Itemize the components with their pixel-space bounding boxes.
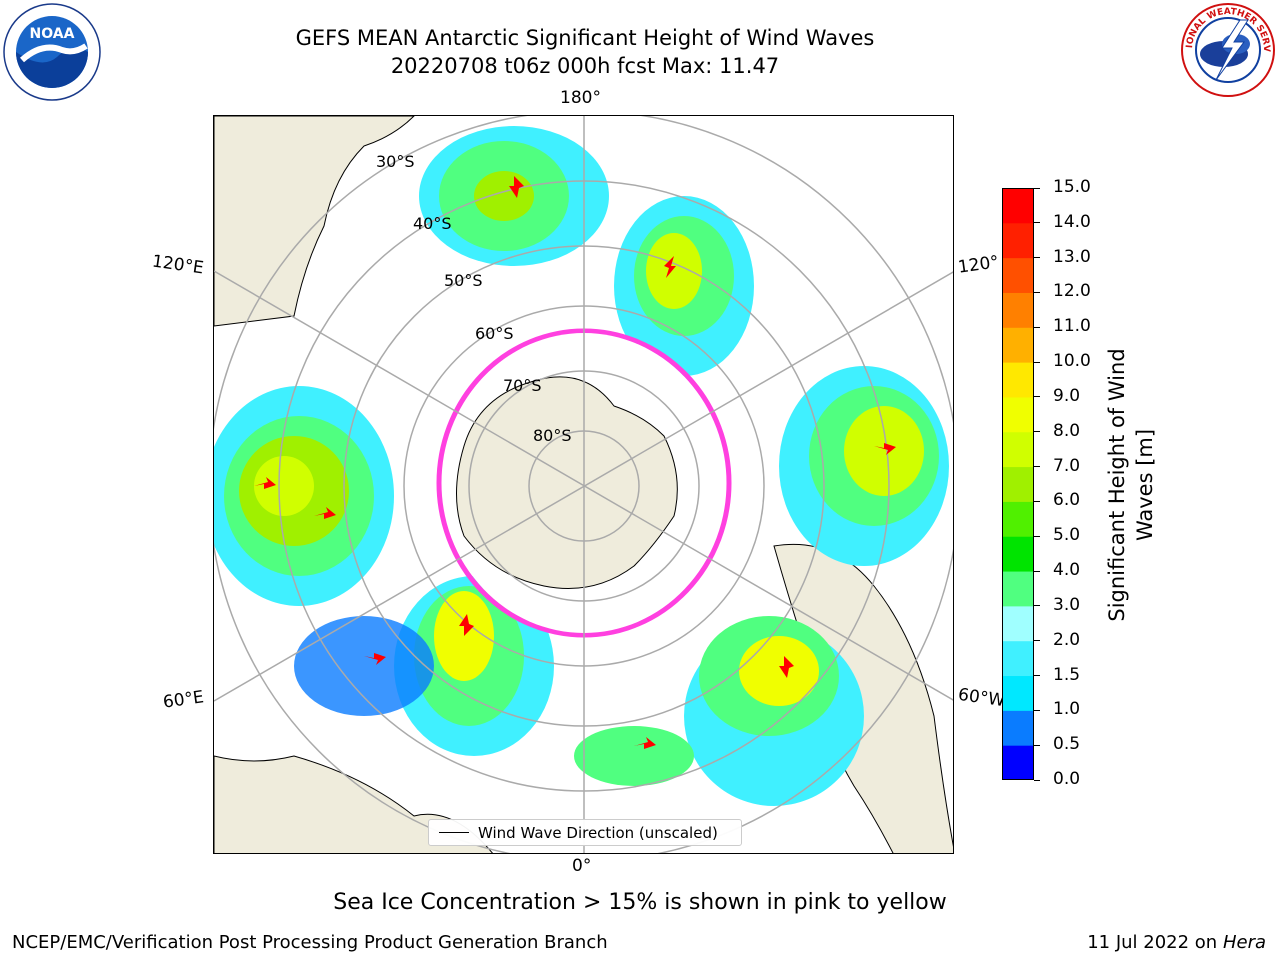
colorbar-border bbox=[1002, 188, 1034, 780]
arrow bbox=[664, 256, 676, 278]
colorbar-tick-label: 9.0 bbox=[1053, 385, 1081, 406]
national-weather-service-logo-icon: NATIONAL WEATHER SERVICE bbox=[1176, 0, 1276, 98]
lon-label-120w: 120° bbox=[956, 252, 1001, 278]
arrow bbox=[779, 656, 794, 678]
lat-label-50s: 50°S bbox=[444, 271, 483, 290]
colorbar-segment bbox=[1002, 396, 1034, 433]
lon-label-0: 0° bbox=[572, 856, 592, 876]
lat-label-70s: 70°S bbox=[503, 376, 542, 395]
colorbar-tick-mark bbox=[1034, 361, 1040, 363]
colorbar-tick-label: 8.0 bbox=[1053, 420, 1081, 441]
colorbar-tick-mark bbox=[1034, 291, 1040, 293]
colorbar-tick-label: 3.0 bbox=[1053, 594, 1081, 615]
colorbar-tick-label: 10.0 bbox=[1053, 351, 1091, 372]
footer-host: Hera bbox=[1222, 932, 1266, 953]
noaa-logo-text: NOAA bbox=[30, 26, 75, 42]
land-antarctica bbox=[456, 376, 678, 589]
colorbar-tick-mark bbox=[1034, 326, 1040, 328]
colorbar-segment bbox=[1002, 605, 1034, 642]
colorbar-tick-label: 1.0 bbox=[1053, 699, 1081, 720]
footer-credit: NCEP/EMC/Verification Post Processing Pr… bbox=[12, 932, 608, 953]
colorbar-segment bbox=[1002, 745, 1034, 781]
colorbar-tick-mark bbox=[1034, 396, 1040, 398]
colorbar-tick-mark bbox=[1034, 640, 1040, 642]
arrow bbox=[314, 507, 336, 519]
colorbar-segment bbox=[1002, 710, 1034, 746]
lat-label-80s: 80°S bbox=[533, 426, 572, 445]
footer-date-text: 11 Jul 2022 on bbox=[1087, 932, 1218, 953]
colorbar-tick-label: 2.0 bbox=[1053, 629, 1081, 650]
colorbar-tick-label: 7.0 bbox=[1053, 455, 1081, 476]
chart-subtitle: 20220708 t06z 000h fcst Max: 11.47 bbox=[390, 54, 780, 78]
colorbar-label: Significant Height of Wind Waves [m] bbox=[1100, 180, 1180, 790]
lon-label-180: 180° bbox=[560, 88, 601, 108]
colorbar-tick-mark bbox=[1034, 779, 1040, 781]
footer-date: 11 Jul 2022 on Hera bbox=[1087, 932, 1266, 953]
colorbar-tick-mark bbox=[1034, 744, 1040, 746]
arrow bbox=[254, 477, 276, 489]
legend-line-swatch bbox=[439, 832, 469, 833]
colorbar-segment bbox=[1002, 362, 1034, 398]
legend-label: Wind Wave Direction (unscaled) bbox=[478, 824, 718, 842]
lon-label-60e: 60°E bbox=[161, 687, 206, 713]
colorbar-tick-mark bbox=[1034, 570, 1040, 572]
colorbar-segment bbox=[1002, 501, 1034, 537]
colorbar-tick-mark bbox=[1034, 500, 1040, 502]
colorbar-tick-mark bbox=[1034, 431, 1040, 433]
noaa-logo-icon: NOAA bbox=[2, 2, 102, 102]
arrow bbox=[364, 653, 386, 665]
chart-title: GEFS MEAN Antarctic Significant Height o… bbox=[295, 26, 875, 50]
footer-caption: Sea Ice Concentration > 15% is shown in … bbox=[333, 890, 947, 915]
colorbar-tick-label: 12.0 bbox=[1053, 281, 1091, 302]
colorbar-tick-label: 5.0 bbox=[1053, 525, 1081, 546]
arrow bbox=[874, 443, 896, 455]
colorbar-segment bbox=[1002, 536, 1034, 572]
graticule bbox=[214, 116, 953, 853]
colorbar-tick-mark bbox=[1034, 257, 1040, 259]
arrow bbox=[634, 737, 656, 749]
map-panel bbox=[213, 115, 954, 854]
colorbar-tick-mark bbox=[1034, 222, 1040, 224]
colorbar-segment bbox=[1002, 431, 1034, 468]
lon-label-120e: 120°E bbox=[150, 251, 205, 279]
colorbar-segment bbox=[1002, 571, 1034, 607]
colorbar-tick-mark bbox=[1034, 709, 1040, 711]
colorbar-segment bbox=[1002, 222, 1034, 259]
colorbar-tick-mark bbox=[1034, 187, 1040, 189]
colorbar-tick-label: 1.5 bbox=[1053, 664, 1081, 685]
arrow bbox=[459, 614, 474, 636]
colorbar-tick-label: 4.0 bbox=[1053, 560, 1081, 581]
colorbar-segment bbox=[1002, 466, 1034, 502]
colorbar-segment bbox=[1002, 292, 1034, 328]
lat-label-60s: 60°S bbox=[475, 324, 514, 343]
arrow bbox=[509, 176, 524, 198]
map-legend: Wind Wave Direction (unscaled) bbox=[428, 819, 742, 846]
land-australia bbox=[214, 116, 415, 327]
polar-map bbox=[214, 116, 953, 853]
colorbar-tick-mark bbox=[1034, 675, 1040, 677]
colorbar-segment bbox=[1002, 257, 1034, 293]
lat-label-40s: 40°S bbox=[413, 214, 452, 233]
colorbar-segment bbox=[1002, 675, 1034, 711]
colorbar-tick-label: 15.0 bbox=[1053, 177, 1091, 197]
colorbar bbox=[1002, 188, 1034, 781]
lon-label-60w: 60°W bbox=[956, 684, 1007, 712]
colorbar-tick-label: 0.0 bbox=[1053, 769, 1081, 789]
colorbar-tick-label: 0.5 bbox=[1053, 734, 1081, 755]
colorbar-tick-mark bbox=[1034, 466, 1040, 468]
lat-label-30s: 30°S bbox=[376, 152, 415, 171]
wind-wave-arrows bbox=[254, 176, 896, 749]
colorbar-segment bbox=[1002, 640, 1034, 677]
colorbar-tick-label: 14.0 bbox=[1053, 211, 1091, 232]
colorbar-tick-mark bbox=[1034, 535, 1040, 537]
colorbar-segment bbox=[1002, 327, 1034, 363]
colorbar-tick-label: 13.0 bbox=[1053, 246, 1091, 267]
colorbar-tick-label: 6.0 bbox=[1053, 490, 1081, 511]
colorbar-segment bbox=[1002, 188, 1034, 224]
colorbar-tick-mark bbox=[1034, 605, 1040, 607]
colorbar-tick-label: 11.0 bbox=[1053, 316, 1091, 337]
colorbar-scale bbox=[1002, 188, 1034, 781]
